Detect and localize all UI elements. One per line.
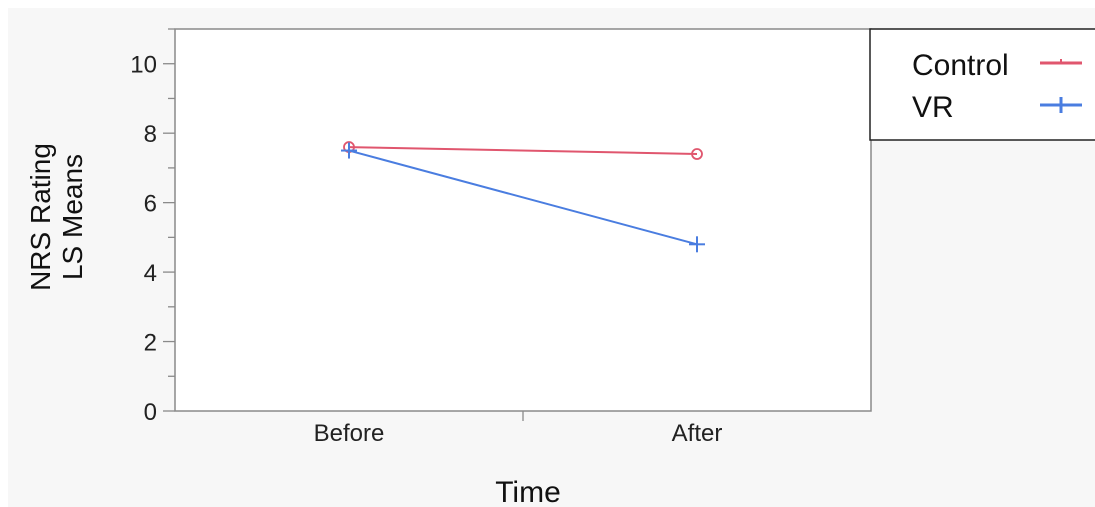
- data-point-vr: [689, 236, 705, 253]
- series-layer: [341, 141, 705, 253]
- y-axis: 0 2 4 6 8 10: [130, 28, 175, 426]
- y-tick-label: 0: [144, 399, 157, 426]
- legend-label-vr: VR: [912, 91, 954, 124]
- legend-label-control: Control: [912, 49, 1009, 82]
- legend: Control VR: [869, 28, 1095, 141]
- data-point-control: [691, 148, 703, 160]
- plot-area: [174, 28, 872, 412]
- data-point-vr: [341, 142, 357, 159]
- y-tick-label: 4: [144, 260, 157, 287]
- legend-swatches: [1040, 59, 1082, 113]
- series-line-control: [348, 146, 698, 156]
- x-axis-title: Time: [495, 476, 561, 507]
- series-line-vr: [348, 149, 698, 246]
- x-tick-label: After: [672, 420, 723, 447]
- y-axis-title-line-1: NRS Rating: [25, 143, 56, 291]
- legend-swatch-vr: [1040, 97, 1082, 113]
- x-tick-label: Before: [314, 420, 385, 447]
- y-axis-title-line-2: LS Means: [57, 154, 88, 280]
- y-tick-label: 6: [144, 191, 157, 218]
- y-tick-label: 2: [144, 330, 157, 357]
- x-axis: Before After: [314, 411, 723, 447]
- y-tick-label: 8: [144, 121, 157, 148]
- legend-swatch-control: [1040, 59, 1082, 65]
- legend-box: [869, 28, 1095, 141]
- y-tick-label: 10: [130, 52, 157, 79]
